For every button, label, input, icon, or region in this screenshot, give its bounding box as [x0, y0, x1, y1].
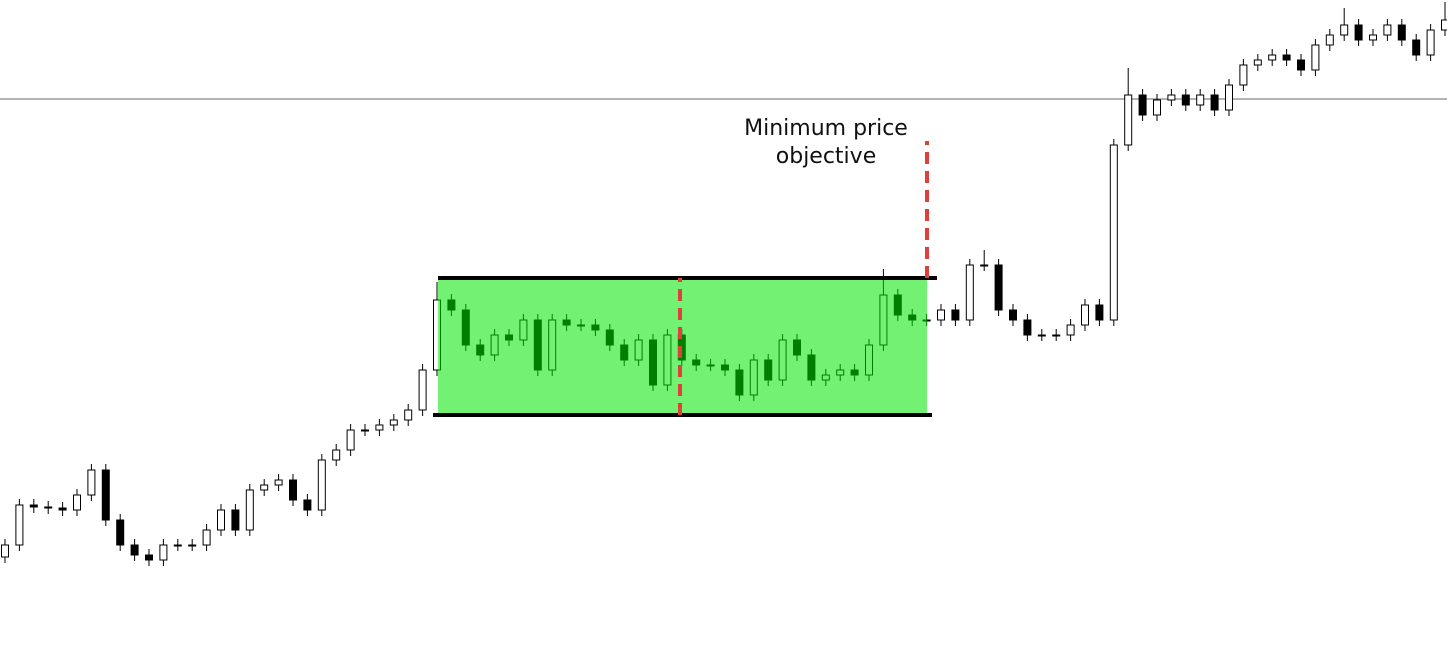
candle-body [1109, 144, 1118, 321]
candle-body [1412, 39, 1421, 56]
annotation-line: objective [776, 144, 876, 169]
candle-body [1167, 94, 1176, 101]
candle-body [1325, 34, 1334, 46]
candle-body [1066, 324, 1075, 336]
candle-body [317, 459, 326, 511]
annotation-line: Minimum price [744, 116, 908, 141]
candle-body [1397, 24, 1406, 41]
candle-body [1311, 44, 1320, 71]
candle-body [1153, 99, 1161, 116]
candle-body [1268, 54, 1277, 61]
candle-body [389, 419, 398, 426]
candle-body [361, 429, 369, 432]
candle-body [1297, 59, 1305, 71]
candle-body [87, 469, 96, 496]
candle-body [1210, 94, 1219, 111]
candle-body [1095, 304, 1104, 321]
candle-body [1124, 94, 1133, 146]
candle-body [188, 544, 197, 547]
candle-body [1052, 334, 1061, 337]
candle-body [1225, 84, 1233, 111]
candle-body [44, 506, 53, 509]
candle-body [1023, 319, 1032, 336]
candle-body [980, 264, 989, 267]
candle-body [1426, 29, 1435, 56]
candle-body [202, 529, 211, 546]
candle-body [346, 429, 355, 451]
candle-body [1009, 309, 1017, 321]
candle-body [1441, 19, 1447, 31]
candle-body [965, 264, 974, 321]
candle-body [1081, 304, 1089, 326]
candle-body [1196, 94, 1205, 106]
candle-body [1383, 24, 1392, 36]
candle-body [1181, 94, 1190, 106]
candle-body [245, 489, 254, 531]
candle-body [58, 507, 67, 511]
range-box [438, 278, 927, 415]
candle-body [1253, 59, 1262, 66]
candle-body [173, 544, 182, 547]
candle-body [375, 424, 384, 431]
candle-body [303, 499, 312, 511]
candle-body [101, 469, 110, 521]
candle-body [1, 544, 9, 558]
candle-body [29, 504, 38, 508]
candle-body [418, 369, 427, 411]
candle-body [145, 554, 153, 561]
candle-body [73, 494, 81, 511]
candle-body [1037, 334, 1046, 337]
candle-body [937, 309, 945, 321]
candle-body [994, 264, 1003, 311]
candle-body [332, 449, 341, 461]
candle-body [1340, 24, 1349, 36]
candle-body [217, 509, 225, 531]
candle-body [231, 509, 240, 531]
candle-body [274, 479, 283, 486]
candle-body [1282, 54, 1291, 61]
candle-body [1239, 64, 1248, 86]
candle-body [404, 409, 413, 421]
candle-body [260, 484, 269, 491]
candle-body [951, 309, 960, 321]
candle-body [159, 544, 168, 561]
candle-body [116, 519, 125, 546]
candle-body [1369, 34, 1377, 41]
candle-body [15, 504, 24, 546]
candle-body [289, 479, 297, 501]
candle-body [1138, 94, 1147, 116]
candle-body [130, 544, 139, 556]
candle-body [1354, 24, 1363, 41]
